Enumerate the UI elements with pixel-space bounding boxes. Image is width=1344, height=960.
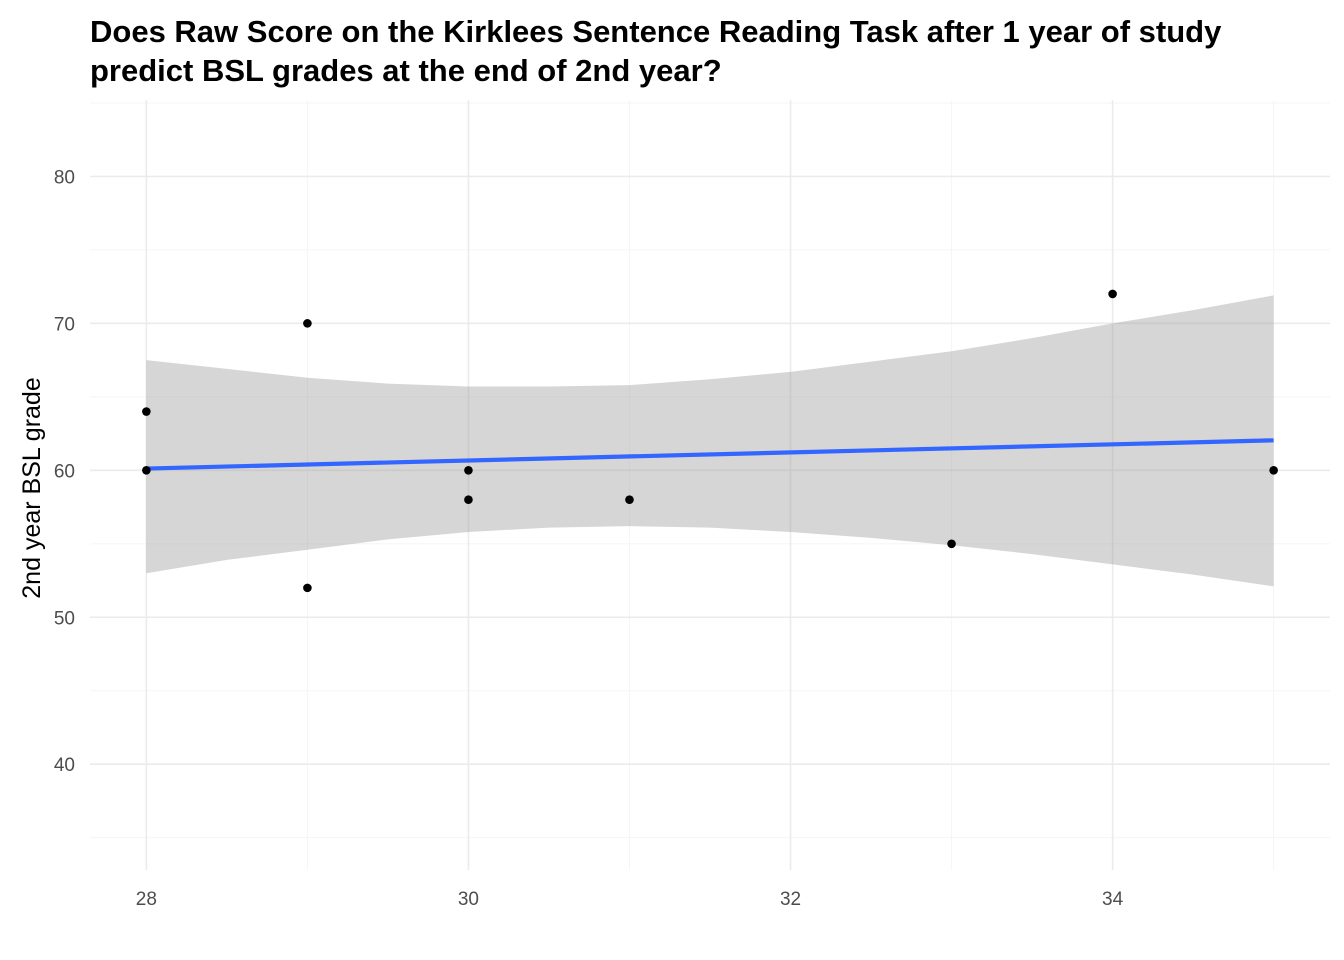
x-axis-tick-labels: 28 30 32 34 (136, 889, 1124, 910)
y-tick-label: 80 (54, 167, 75, 188)
confidence-band-layer (146, 295, 1274, 587)
fit-line-layer (146, 438, 1274, 471)
y-axis-tick-labels: 40 50 60 70 80 (54, 167, 75, 776)
x-tick-label: 30 (458, 889, 479, 910)
chart-title: Does Raw Score on the Kirklees Sentence … (90, 12, 1330, 90)
confidence-band (146, 295, 1274, 587)
data-point (303, 319, 312, 328)
major-gridlines (90, 100, 1330, 870)
data-point (303, 583, 312, 593)
x-tick-label: 32 (780, 889, 801, 910)
data-point (464, 495, 473, 504)
data-point (142, 407, 151, 416)
data-point (464, 466, 473, 475)
y-tick-label: 50 (54, 608, 75, 629)
regression-fit-line (146, 438, 1274, 471)
data-point (625, 495, 634, 504)
data-point (1269, 466, 1278, 475)
minor-gridlines (90, 100, 1330, 870)
y-axis-title: 2nd year BSL grade (18, 377, 46, 598)
data-points-layer (142, 289, 1278, 593)
y-tick-label: 40 (54, 755, 75, 776)
data-point (142, 466, 151, 475)
y-tick-label: 70 (54, 314, 75, 335)
chart-title-line-2: predict BSL grades at the end of 2nd yea… (90, 53, 722, 88)
chart-title-line-1: Does Raw Score on the Kirklees Sentence … (90, 14, 1222, 49)
x-tick-label: 34 (1102, 889, 1124, 910)
y-tick-label: 60 (54, 461, 75, 482)
data-point (1108, 289, 1117, 299)
data-point (947, 539, 956, 549)
x-tick-label: 28 (136, 889, 157, 910)
